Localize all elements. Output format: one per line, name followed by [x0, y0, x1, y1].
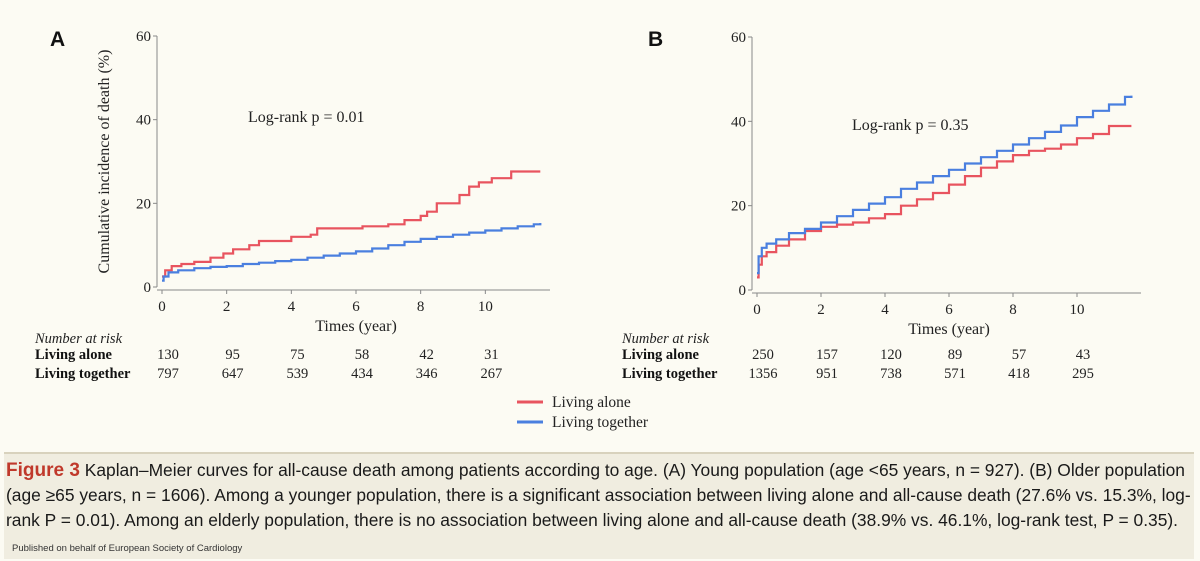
- figure-caption: Figure 3 Kaplan–Meier curves for all-cau…: [4, 452, 1194, 559]
- risk-value: 42: [419, 347, 434, 363]
- risk-value: 267: [480, 366, 502, 382]
- x-axis-label: Times (year): [315, 318, 397, 335]
- risk-value: 1356: [749, 366, 778, 382]
- log-rank-annotation: Log-rank p = 0.01: [248, 109, 365, 126]
- panel-letter: B: [648, 28, 663, 51]
- x-tick-label: 10: [1070, 302, 1085, 318]
- risk-value: 647: [222, 366, 244, 382]
- risk-value: 295: [1072, 366, 1094, 382]
- risk-value: 95: [225, 347, 240, 363]
- x-tick-label: 4: [881, 302, 889, 318]
- risk-value: 75: [290, 347, 305, 363]
- risk-value: 797: [157, 366, 179, 382]
- legend-label: Living together: [552, 414, 649, 431]
- risk-row-label: Living together: [622, 366, 718, 382]
- y-tick-label: 60: [731, 30, 746, 46]
- y-tick-label: 0: [739, 283, 747, 299]
- risk-value: 346: [416, 366, 438, 382]
- x-tick-label: 4: [288, 299, 296, 315]
- x-tick-label: 6: [352, 299, 360, 315]
- risk-value: 130: [157, 347, 179, 363]
- x-tick-label: 2: [817, 302, 825, 318]
- risk-value: 434: [351, 366, 374, 382]
- x-tick-label: 8: [1009, 302, 1017, 318]
- panel-letter: A: [50, 28, 65, 51]
- risk-value: 539: [286, 366, 308, 382]
- x-tick-label: 8: [417, 299, 425, 315]
- caption-text: Kaplan–Meier curves for all-cause death …: [6, 460, 1191, 530]
- log-rank-annotation: Log-rank p = 0.35: [852, 117, 969, 134]
- series-line-living-alone: [162, 170, 541, 278]
- y-tick-label: 20: [136, 196, 151, 212]
- risk-value: 250: [752, 347, 774, 363]
- risk-table-title: Number at risk: [621, 331, 710, 347]
- x-tick-label: 10: [478, 299, 493, 315]
- y-tick-label: 20: [731, 199, 746, 215]
- risk-value: 120: [880, 347, 902, 363]
- series-line-living-alone: [757, 124, 1132, 279]
- y-tick-label: 40: [136, 113, 151, 129]
- risk-row-label: Living alone: [622, 347, 700, 363]
- risk-value: 951: [816, 366, 838, 382]
- publisher-note: Published on behalf of European Society …: [12, 543, 243, 554]
- risk-value: 738: [880, 366, 902, 382]
- x-tick-label: 2: [223, 299, 231, 315]
- series-line-living-together: [757, 95, 1133, 275]
- risk-row-label: Living alone: [35, 347, 113, 363]
- risk-value: 57: [1012, 347, 1027, 363]
- x-tick-label: 0: [158, 299, 166, 315]
- legend-label: Living alone: [552, 394, 631, 411]
- y-tick-label: 60: [136, 29, 151, 45]
- risk-value: 157: [816, 347, 838, 363]
- risk-value: 571: [944, 366, 966, 382]
- x-tick-label: 0: [753, 302, 761, 318]
- y-tick-label: 0: [144, 280, 152, 296]
- y-tick-label: 40: [731, 114, 746, 130]
- panel-a: A 0 20 40 60 0 2 4 6 8 10 Times (year) Cumulative in…: [34, 28, 550, 382]
- risk-value: 418: [1008, 366, 1030, 382]
- y-axis-label: Cumulative incidence of death (%): [96, 50, 113, 274]
- figure-label: Figure 3: [6, 460, 80, 481]
- risk-row-label: Living together: [35, 366, 131, 382]
- risk-table-title: Number at risk: [34, 331, 123, 347]
- legend: Living alone Living together: [517, 394, 649, 431]
- x-axis-label: Times (year): [908, 321, 990, 338]
- risk-value: 58: [355, 347, 370, 363]
- risk-value: 89: [948, 347, 963, 363]
- series-line-living-together: [162, 223, 542, 282]
- x-tick-label: 6: [945, 302, 953, 318]
- risk-value: 31: [484, 347, 499, 363]
- panel-b: B 0 20 40 60 0 2 4 6 8 10 Times (year) Log-rank p = …: [621, 28, 1141, 382]
- risk-value: 43: [1076, 347, 1091, 363]
